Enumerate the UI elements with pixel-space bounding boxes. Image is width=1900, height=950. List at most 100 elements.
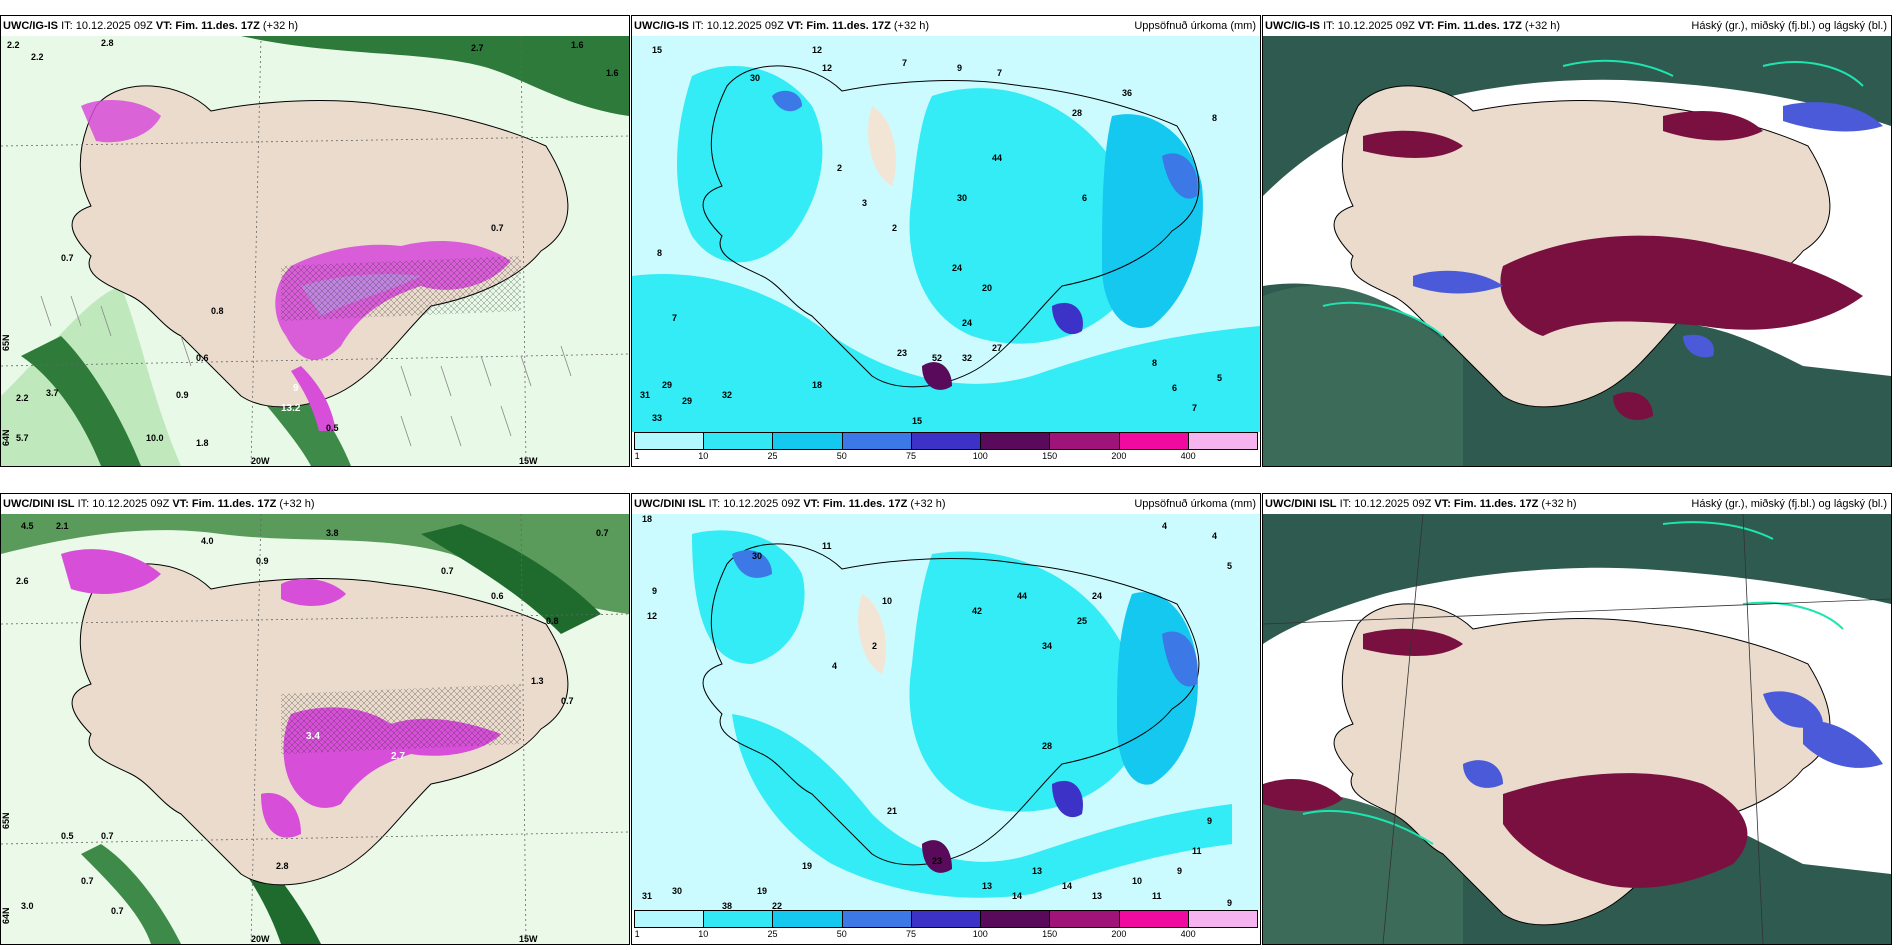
value-label: 0.6 bbox=[491, 591, 504, 601]
value-label: 2.2 bbox=[16, 393, 29, 403]
legend-tick: 75 bbox=[906, 451, 917, 461]
legend-swatch bbox=[981, 911, 1051, 927]
value-label: 52 bbox=[932, 353, 942, 363]
model-name: UWC/IG-IS bbox=[3, 20, 58, 32]
value-label: 2 bbox=[872, 641, 877, 651]
legend-swatch bbox=[635, 433, 705, 449]
value-label: 9 bbox=[1227, 898, 1232, 908]
value-label: 8 bbox=[1152, 358, 1157, 368]
value-label: 0.7 bbox=[61, 253, 74, 263]
init-time: IT: 10.12.2025 09Z bbox=[61, 20, 153, 32]
value-label: 10 bbox=[882, 596, 892, 606]
lat-label: 64N bbox=[1, 907, 11, 924]
valid-time: Fim. 11.des. 17Z bbox=[1437, 20, 1522, 32]
value-label: 4.5 bbox=[21, 521, 34, 531]
legend-tick: 200 bbox=[1111, 451, 1127, 461]
legend-swatch bbox=[1188, 433, 1257, 449]
value-label: 38 bbox=[722, 901, 732, 910]
map-accum-precip: 18 9 12 11 4 4 5 24 30 42 44 25 34 10 2 … bbox=[632, 514, 1260, 944]
value-label: 1.6 bbox=[571, 40, 584, 50]
valid-time: Fim. 11.des. 17Z bbox=[191, 498, 277, 510]
value-label: 2.7 bbox=[391, 751, 405, 762]
panel-variable: Uppsöfnuð úrkoma (mm) bbox=[1134, 498, 1256, 510]
value-label: 3.7 bbox=[46, 388, 59, 398]
legend-tick: 150 bbox=[1042, 451, 1058, 461]
model-name: UWC/IG-IS bbox=[1265, 20, 1320, 32]
value-label: 24 bbox=[962, 318, 972, 328]
value-label: 3 bbox=[862, 198, 867, 208]
value-label: 0.9 bbox=[176, 390, 189, 400]
legend-swatch bbox=[1188, 911, 1257, 927]
value-label: 30 bbox=[752, 551, 762, 561]
value-label: 7 bbox=[1192, 403, 1197, 413]
value-label: 10 bbox=[1132, 876, 1142, 886]
lead-time: (+32 h) bbox=[279, 498, 315, 510]
legend-swatch bbox=[842, 433, 912, 449]
value-label: 29 bbox=[662, 380, 672, 390]
init-time: IT: 10.12.2025 09Z bbox=[1323, 20, 1415, 32]
value-label: 9 bbox=[957, 63, 962, 73]
legend-tick: 100 bbox=[972, 451, 988, 461]
value-label: 18 bbox=[642, 514, 652, 524]
map-clouds bbox=[1263, 514, 1891, 944]
panel-title: UWC/DINI ISL IT: 10.12.2025 09Z VT: Fim.… bbox=[632, 494, 1260, 514]
value-label: 6 bbox=[1172, 383, 1177, 393]
legend-swatch bbox=[704, 433, 774, 449]
value-label: 0.7 bbox=[101, 831, 114, 841]
lon-label: 15W bbox=[519, 456, 538, 466]
model-name: UWC/DINI ISL bbox=[3, 498, 75, 510]
value-label: 2.7 bbox=[471, 43, 484, 53]
value-label: 14 bbox=[1062, 881, 1072, 891]
value-label: 7 bbox=[902, 58, 907, 68]
map-precip-type: 2.2 2.2 2.8 2.7 1.6 1.6 0.7 0.8 0.6 0.9 … bbox=[1, 36, 629, 466]
legend-tick: 400 bbox=[1180, 451, 1196, 461]
valid-time: Fim. 11.des. 17Z bbox=[175, 20, 260, 32]
value-label: 5.7 bbox=[16, 433, 29, 443]
value-label: 19 bbox=[802, 861, 812, 871]
panel-igis-precip-type: UWC/IG-IS IT: 10.12.2025 09Z VT: Fim. 11… bbox=[0, 15, 630, 467]
value-label: 24 bbox=[952, 263, 962, 273]
vt-label: VT: bbox=[786, 20, 804, 32]
legend-swatch bbox=[1119, 911, 1189, 927]
lead-time: (+32 h) bbox=[1541, 498, 1577, 510]
panel-variable: Háský (gr.), miðský (fj.bl.) og lágský (… bbox=[1691, 498, 1887, 510]
vt-label: VT: bbox=[172, 498, 189, 510]
panel-title: UWC/IG-IS IT: 10.12.2025 09Z VT: Fim. 11… bbox=[1, 16, 629, 36]
panel-variable: Uppsöfnuð úrkoma (mm) bbox=[1134, 20, 1256, 32]
legend-swatch bbox=[773, 911, 843, 927]
legend-tick: 10 bbox=[698, 929, 709, 939]
panel-title: UWC/IG-IS IT: 10.12.2025 09Z VT: Fim. 11… bbox=[1263, 16, 1891, 36]
lon-label: 20W bbox=[251, 456, 270, 466]
value-label: 29 bbox=[682, 396, 692, 406]
value-label: 2.8 bbox=[101, 38, 114, 48]
legend-swatch bbox=[1050, 911, 1120, 927]
value-label: 9 bbox=[1177, 866, 1182, 876]
legend-swatch bbox=[1050, 433, 1120, 449]
precip-legend: 1 10 25 50 75 100 150 200 400 bbox=[634, 910, 1258, 942]
value-label: 31 bbox=[640, 390, 650, 400]
value-label: 28 bbox=[1072, 108, 1082, 118]
legend-tick: 10 bbox=[698, 451, 709, 461]
value-label: 11 bbox=[1192, 846, 1202, 856]
value-label: 11 bbox=[1152, 891, 1162, 901]
value-label: 2 bbox=[837, 163, 842, 173]
panel-title: UWC/DINI ISL IT: 10.12.2025 09Z VT: Fim.… bbox=[1, 494, 629, 514]
value-label: 14 bbox=[1012, 891, 1022, 901]
init-time: IT: 10.12.2025 09Z bbox=[708, 498, 801, 510]
value-label: 6 bbox=[1082, 193, 1087, 203]
panel-dini-precip-type: UWC/DINI ISL IT: 10.12.2025 09Z VT: Fim.… bbox=[0, 493, 630, 945]
valid-time: Fim. 11.des. 17Z bbox=[822, 498, 908, 510]
value-label: 27 bbox=[992, 343, 1002, 353]
value-label: 12 bbox=[647, 611, 657, 621]
value-label: 1.6 bbox=[606, 68, 619, 78]
value-label: 0.5 bbox=[326, 423, 339, 433]
valid-time: Fim. 11.des. 17Z bbox=[1453, 498, 1539, 510]
model-name: UWC/DINI ISL bbox=[634, 498, 706, 510]
value-label: 7 bbox=[997, 68, 1002, 78]
legend-swatch bbox=[911, 433, 982, 449]
value-label: 0.9 bbox=[256, 556, 269, 566]
value-label: 31 bbox=[642, 891, 652, 901]
legend-swatch bbox=[1119, 433, 1189, 449]
value-label: 24 bbox=[1092, 591, 1102, 601]
legend-tick: 200 bbox=[1111, 929, 1127, 939]
